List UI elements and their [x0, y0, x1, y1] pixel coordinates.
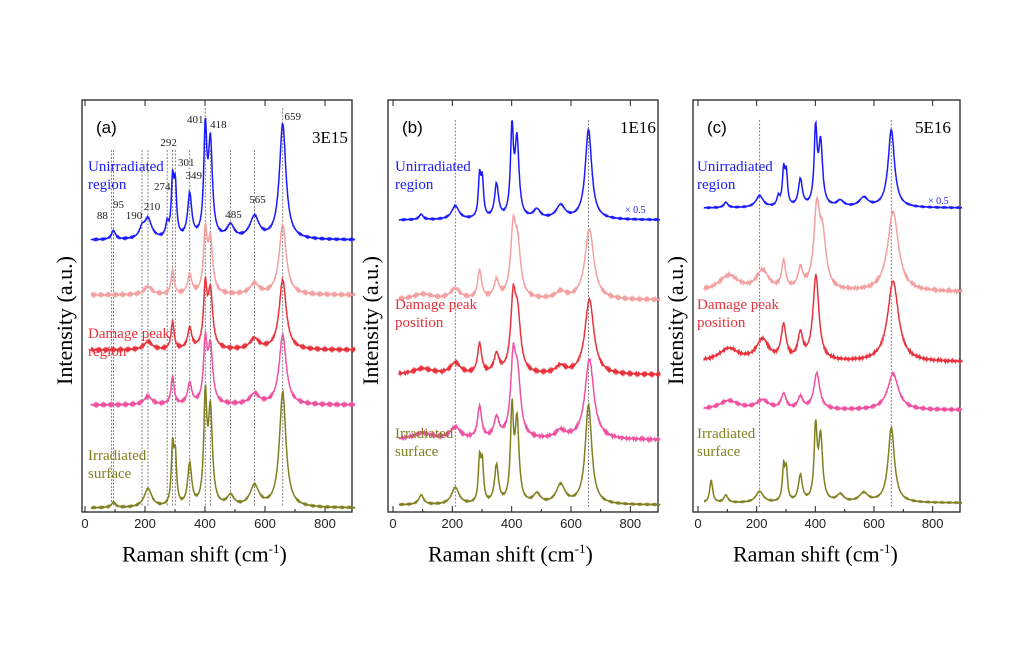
panel-c: 0 200 400 600 800	[692, 99, 963, 531]
panel-b: 0 200 400 600 800	[387, 99, 661, 531]
spectrum-trace-4	[703, 369, 963, 413]
plot-frame	[692, 99, 961, 513]
scale-note: × 0.5	[625, 205, 646, 216]
peak-label: 418	[210, 119, 227, 131]
peak-label: 349	[185, 170, 202, 182]
x-tick-label: 200	[441, 516, 463, 531]
peak-label: 210	[144, 201, 161, 213]
spectrum-trace-1	[398, 120, 660, 222]
trace-label: Unirradiated region	[697, 159, 773, 193]
x-tick-label: 400	[501, 516, 523, 531]
trace-label: Damage peak position	[395, 297, 478, 331]
y-axis-label: Intensity (a.u.)	[52, 256, 77, 385]
dose-label: 5E16	[915, 118, 951, 137]
x-axis-label-xlabel: Raman shift (cm	[122, 541, 269, 567]
spectrum-trace-2	[703, 195, 963, 296]
x-axis-label: Raman shift (cm-1)	[428, 537, 593, 566]
x-tick-label: 400	[194, 516, 216, 531]
x-tick-label: 800	[922, 516, 944, 531]
trace-label: Irradiated surface	[88, 448, 147, 482]
panel-tag: (c)	[707, 118, 727, 137]
spectrum-trace-4	[398, 342, 661, 444]
trace-label: Irradiated surface	[697, 426, 756, 460]
x-tick-label: 200	[134, 516, 156, 531]
trace-label: Unirradiated region	[395, 159, 471, 193]
panel-tag: (a)	[96, 118, 117, 137]
panel-tag: (b)	[402, 118, 423, 137]
dose-label: 1E16	[620, 118, 656, 137]
spectrum-trace-4	[90, 331, 356, 409]
peak-label: 274	[154, 181, 171, 193]
peak-label: 88	[97, 210, 109, 222]
peak-label: 485	[225, 209, 242, 221]
x-axis-label-xlabel_sup: -1	[879, 541, 891, 556]
x-tick-label: 600	[863, 516, 885, 531]
x-axis-label-xlabel_end: )	[279, 541, 287, 567]
x-tick-label: 0	[81, 516, 88, 531]
trace-label: Irradiated surface	[395, 426, 454, 460]
spectrum-trace-5	[90, 384, 356, 510]
spectrum-trace-2	[398, 213, 661, 304]
spectrum-trace-5	[703, 419, 963, 505]
x-tick-label: 0	[389, 516, 396, 531]
peak-label: 95	[113, 199, 125, 211]
peak-label: 292	[160, 137, 177, 149]
x-tick-label: 0	[694, 516, 701, 531]
x-axis-label-xlabel: Raman shift (cm	[428, 541, 575, 567]
spectrum-trace-1	[703, 119, 963, 210]
x-axis-label-xlabel: Raman shift (cm	[733, 541, 880, 567]
x-axis-label-xlabel_end: )	[585, 541, 593, 567]
dose-label: 3E15	[312, 128, 348, 147]
x-tick-label: 400	[804, 516, 826, 531]
trace-label: Unirradiated region	[88, 159, 164, 193]
x-tick-label: 800	[619, 516, 641, 531]
x-tick-label: 800	[314, 516, 336, 531]
trace-label: Damage peak region	[88, 326, 171, 360]
x-axis-label: Raman shift (cm-1)	[122, 537, 287, 566]
y-axis-label: Intensity (a.u.)	[358, 256, 383, 385]
x-axis-label: Raman shift (cm-1)	[733, 537, 898, 566]
spectrum-trace-3	[703, 273, 963, 366]
spectrum-trace-3	[90, 276, 356, 354]
peak-label: 301	[178, 157, 195, 169]
x-tick-label: 200	[746, 516, 768, 531]
x-axis-label-xlabel_sup: -1	[268, 541, 280, 556]
spectrum-trace-3	[398, 283, 661, 379]
peak-label: 190	[126, 210, 143, 222]
x-tick-label: 600	[254, 516, 276, 531]
spectrum-trace-5	[398, 398, 661, 507]
scale-note: × 0.5	[928, 196, 949, 207]
plot-frame	[81, 99, 353, 513]
y-axis-label: Intensity (a.u.)	[663, 256, 688, 385]
x-tick-label: 600	[560, 516, 582, 531]
plot-frame	[387, 99, 659, 513]
trace-label: Damage peak position	[697, 297, 780, 331]
x-axis-label-xlabel_sup: -1	[574, 541, 586, 556]
peak-label: 565	[249, 194, 266, 206]
peak-label: 659	[284, 111, 301, 123]
spectrum-trace-2	[90, 221, 356, 299]
spectrum-trace-1	[90, 117, 356, 242]
x-axis-label-xlabel_end: )	[890, 541, 898, 567]
peak-label: 401	[187, 114, 204, 126]
